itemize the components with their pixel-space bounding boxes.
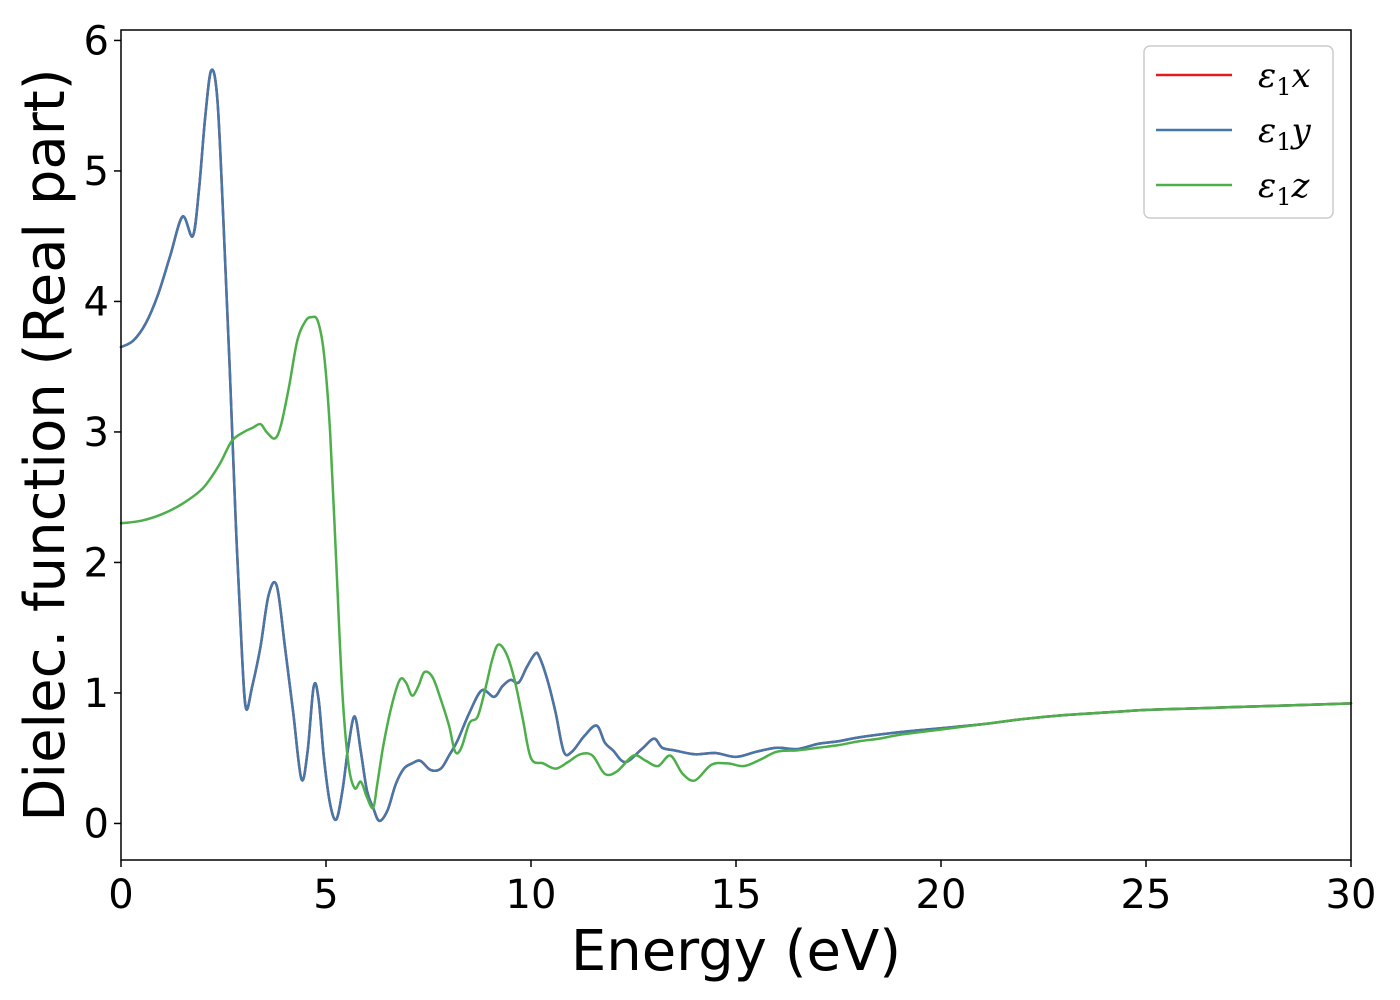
series-line-z	[119, 315, 1353, 810]
y-tick-label: 2	[84, 540, 109, 586]
x-tick-label: 30	[1326, 872, 1377, 918]
ticks-layer: 0 5 10 15 20 25 30 0 1 2 3 4 5 6	[84, 18, 1377, 918]
x-tick-label: 0	[108, 872, 133, 918]
x-axis-label: Energy (eV)	[571, 919, 901, 984]
x-tick-label: 25	[1121, 872, 1172, 918]
y-tick-label: 6	[84, 18, 109, 64]
x-tick-label: 15	[711, 872, 762, 918]
series-layer	[119, 68, 1353, 823]
series-line-y	[119, 68, 1353, 823]
legend-box	[1143, 45, 1334, 219]
y-axis-label: Dielec. function (Real part)	[13, 68, 78, 821]
y-tick-label: 4	[84, 279, 109, 325]
y-tick-label: 0	[84, 801, 109, 847]
legend: ε1x ε1y ε1z	[1143, 45, 1334, 219]
legend-label-z: ε1z	[1258, 166, 1311, 211]
legend-label-y: ε1y	[1258, 111, 1312, 156]
x-tick-label: 5	[313, 872, 338, 918]
x-tick-label: 20	[916, 872, 967, 918]
x-tick-label: 10	[506, 872, 557, 918]
y-tick-label: 5	[84, 149, 109, 195]
y-tick-label: 3	[84, 410, 109, 456]
legend-label-x: ε1x	[1258, 56, 1311, 101]
y-tick-label: 1	[84, 671, 109, 717]
